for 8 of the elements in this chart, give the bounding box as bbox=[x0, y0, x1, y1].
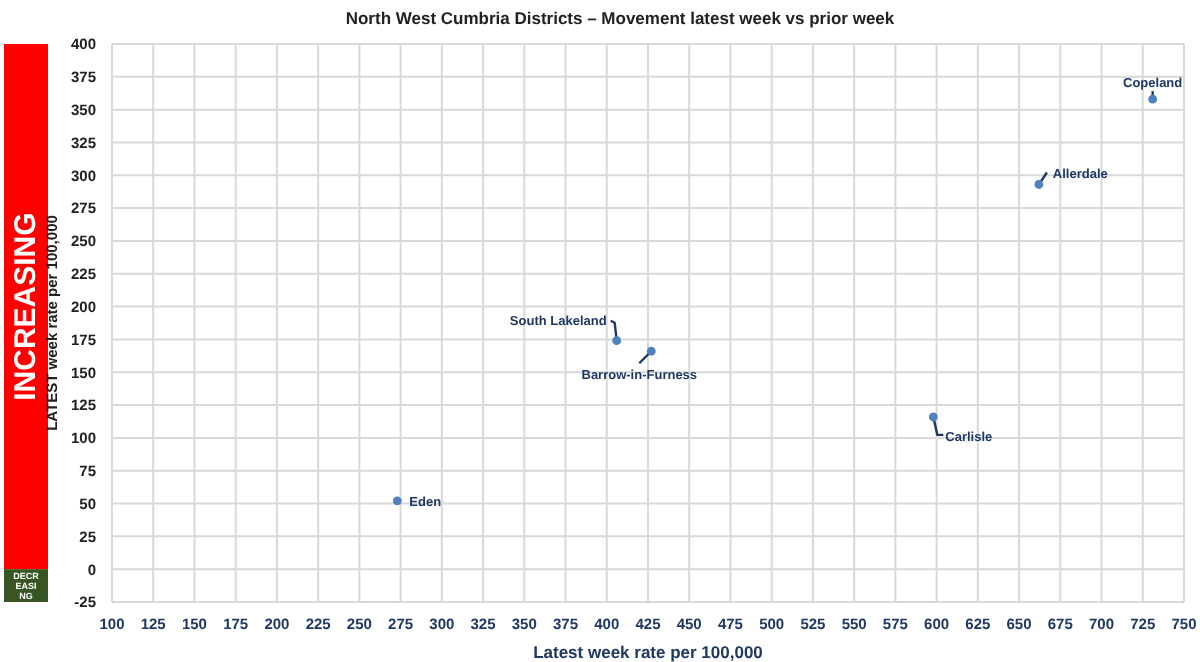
chart-title: North West Cumbria Districts – Movement latest week vs prior week bbox=[345, 8, 895, 28]
text: INCREASING bbox=[9, 212, 43, 401]
point bbox=[646, 346, 656, 356]
point bbox=[612, 336, 622, 346]
point bbox=[392, 496, 402, 506]
x-axis-title: Latest week rate per 100,000 bbox=[533, 642, 764, 662]
point bbox=[1034, 180, 1044, 189]
point bbox=[928, 412, 938, 422]
